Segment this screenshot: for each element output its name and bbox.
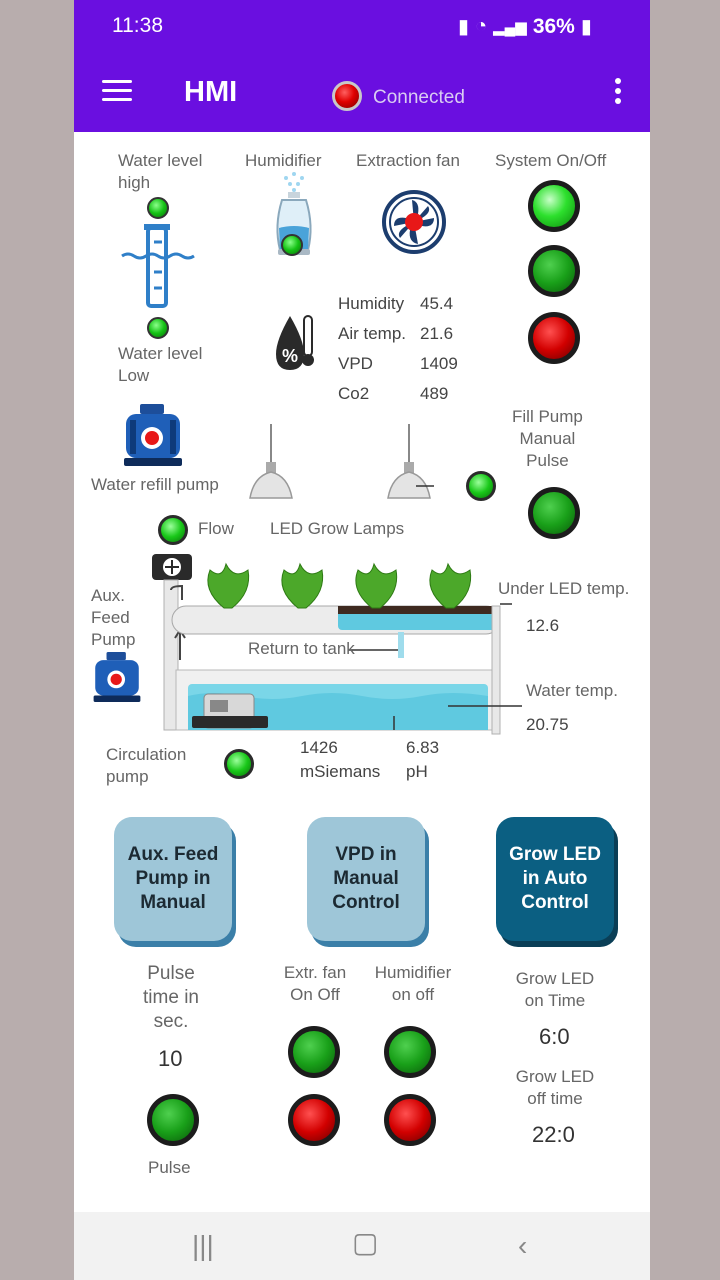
air-temp-value: 21.6	[420, 324, 454, 343]
flow-label: Flow	[198, 519, 234, 538]
extr-fan-label: Extr. fan On Off	[283, 963, 347, 1004]
humidity-sensor-icon: %	[276, 315, 314, 370]
extr-fan-on-button[interactable]	[288, 1026, 340, 1078]
app-title: HMI	[184, 76, 238, 108]
ph-value: 6.83	[406, 738, 440, 757]
recents-icon[interactable]: |||	[192, 1230, 214, 1261]
system-onoff-label: System On/Off	[495, 151, 607, 170]
pulse-time-value[interactable]: 10	[158, 1046, 183, 1071]
vpd-label: VPD	[338, 354, 373, 373]
grow-led-off-time-label: Grow LED off time	[515, 1067, 595, 1108]
grow-lamp-2-icon	[387, 424, 434, 499]
back-icon[interactable]: ‹	[518, 1230, 528, 1261]
return-to-tank-label: Return to tank	[248, 639, 355, 658]
connection-led	[332, 81, 362, 111]
vpd-value: 1409	[420, 354, 458, 373]
connection-status: Connected	[373, 87, 465, 108]
system-on-button[interactable]	[528, 245, 580, 297]
circulation-pump-led	[224, 749, 254, 779]
status-time: 11:38	[112, 14, 163, 37]
phone-screen: 11:38 ▮ ◔ ▂▄▆ 36% ▮ HMI Connected Water …	[74, 0, 650, 1280]
wifi-icon: ◔	[475, 15, 488, 37]
aux-feed-pump-label: Aux. Feed Pump	[91, 586, 136, 649]
grow-lamp-1-icon	[249, 424, 293, 499]
aux-feed-pump-icon	[93, 652, 141, 702]
circulation-pump-label: Circulation pump	[106, 745, 187, 786]
water-level-sensor-icon	[121, 224, 195, 308]
water-temp-label: Water temp.	[526, 681, 618, 700]
water-refill-pump-icon	[124, 404, 182, 466]
app-bar: HMI Connected	[74, 50, 650, 132]
battery-percent: 36%	[532, 14, 575, 38]
grow-led-mode-button[interactable]: Grow LED in Auto Control	[496, 817, 614, 941]
humidifier-label: Humidifier	[245, 151, 322, 170]
svg-text:%: %	[282, 346, 298, 366]
grow-led-on-time-label: Grow LED on Time	[515, 969, 595, 1010]
overflow-menu-icon[interactable]	[612, 78, 624, 106]
humidifier-led	[281, 234, 303, 256]
system-off-button[interactable]	[528, 312, 580, 364]
navigation-bar: ||| ▢ ‹	[74, 1212, 650, 1280]
water-level-low-label: Water level Low	[118, 344, 203, 385]
humidifier-on-button[interactable]	[384, 1026, 436, 1078]
humidity-label: Humidity	[338, 294, 405, 313]
fill-pump-pulse-button[interactable]	[528, 487, 580, 539]
grow-led-status-led	[466, 471, 496, 501]
co2-label: Co2	[338, 384, 370, 403]
status-bar: 11:38 ▮ ◔ ▂▄▆ 36% ▮	[74, 0, 650, 50]
ec-value: 1426	[300, 738, 338, 757]
humidity-value: 45.4	[420, 294, 454, 313]
vpd-mode-button[interactable]: VPD in Manual Control	[307, 817, 425, 941]
signal-icon: ▂▄▆	[493, 18, 527, 36]
humidifier-off-button[interactable]	[384, 1094, 436, 1146]
pulse-button[interactable]	[147, 1094, 199, 1146]
grow-led-off-time-value[interactable]: 22:0	[532, 1122, 575, 1147]
led-grow-lamps-label: LED Grow Lamps	[270, 519, 405, 538]
flow-led	[158, 515, 188, 545]
water-level-high-label: Water level high	[118, 151, 203, 192]
water-refill-pump-label: Water refill pump	[91, 475, 219, 494]
pulse-label: Pulse	[148, 1158, 191, 1177]
battery-saver-icon: ▮	[458, 16, 470, 38]
extr-fan-off-button[interactable]	[288, 1094, 340, 1146]
hydroponic-system-illustration	[152, 554, 522, 735]
fill-pump-label: Fill Pump Manual Pulse	[512, 407, 583, 470]
system-status-led	[528, 180, 580, 232]
aux-feed-mode-button[interactable]: Aux. Feed Pump in Manual	[114, 817, 232, 941]
water-temp-value: 20.75	[526, 715, 569, 734]
battery-icon: ▮	[580, 16, 592, 38]
menu-icon[interactable]	[102, 80, 132, 102]
ec-unit-label: mSiemans	[300, 762, 381, 781]
status-icons: ▮ ◔ ▂▄▆ 36% ▮	[458, 14, 592, 39]
ph-unit-label: pH	[406, 762, 428, 781]
extraction-fan-label: Extraction fan	[356, 151, 460, 170]
co2-value: 489	[420, 384, 449, 403]
under-led-temp-label: Under LED temp.	[498, 579, 630, 598]
pulse-time-label: Pulse time in sec.	[143, 963, 199, 1032]
air-temp-label: Air temp.	[338, 324, 407, 343]
extraction-fan-icon	[382, 190, 446, 254]
water-high-led	[147, 197, 169, 219]
under-led-temp-value: 12.6	[526, 616, 560, 635]
humidifier-control-label: Humidifier on off	[374, 963, 452, 1004]
home-icon[interactable]: ▢	[352, 1227, 379, 1258]
water-low-led	[147, 317, 169, 339]
grow-led-on-time-value[interactable]: 6:0	[539, 1024, 570, 1049]
